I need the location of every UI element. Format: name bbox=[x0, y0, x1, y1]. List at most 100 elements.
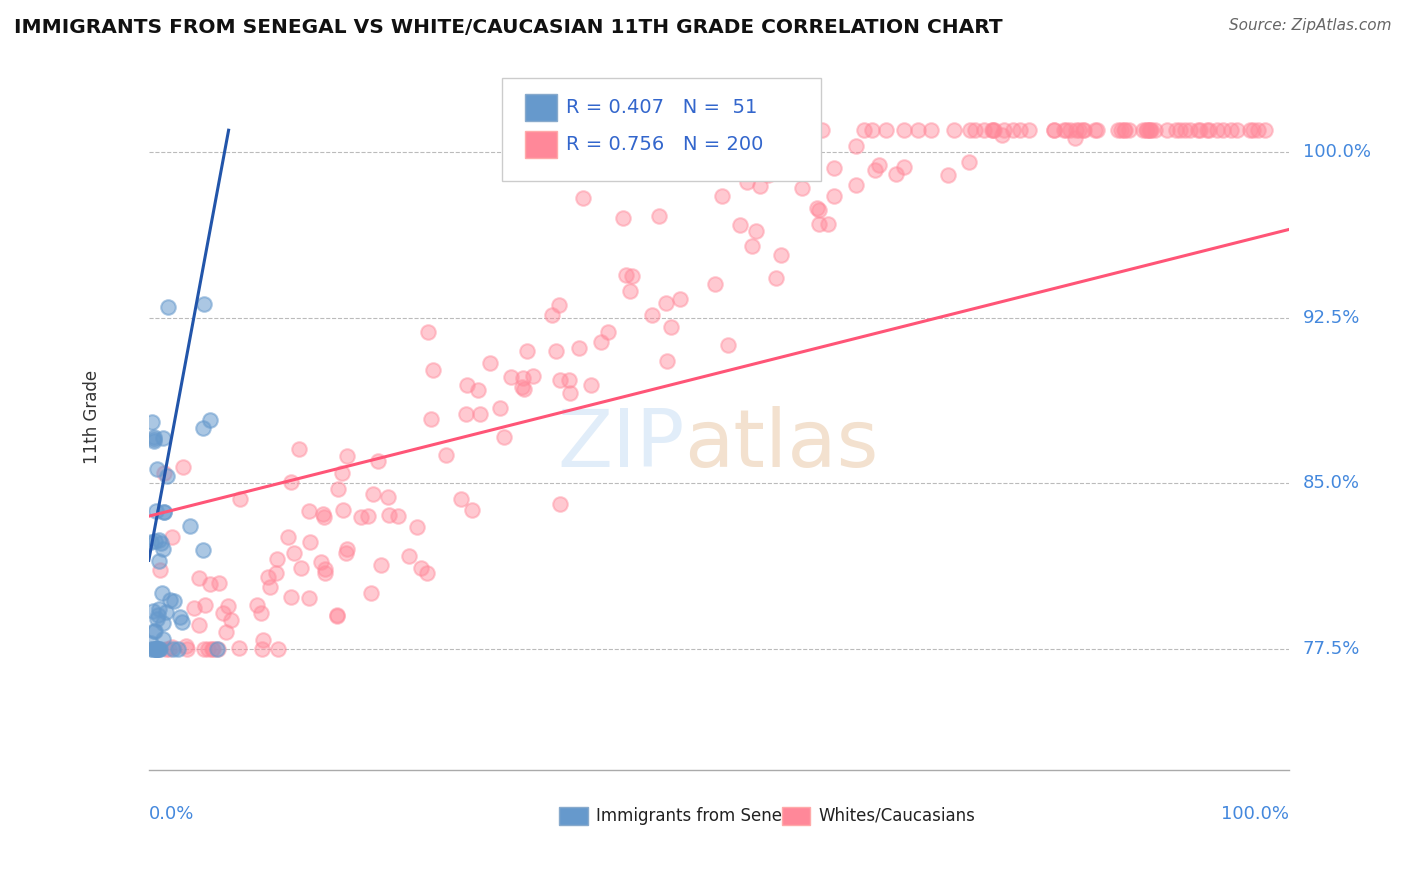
Point bbox=[156, 469, 179, 483]
Point bbox=[153, 505, 176, 519]
Point bbox=[589, 334, 612, 349]
Point bbox=[264, 566, 287, 580]
Point bbox=[193, 641, 215, 656]
Point bbox=[335, 546, 357, 560]
Point bbox=[619, 284, 641, 298]
Point bbox=[201, 641, 224, 656]
Point bbox=[1064, 123, 1087, 137]
Point bbox=[980, 123, 1002, 137]
Point bbox=[1166, 123, 1188, 137]
Point bbox=[655, 296, 678, 310]
Point bbox=[326, 609, 349, 624]
Point bbox=[648, 209, 671, 223]
Point bbox=[188, 571, 211, 585]
Point bbox=[717, 337, 740, 351]
Point bbox=[661, 319, 683, 334]
Point bbox=[152, 506, 174, 520]
Point bbox=[202, 641, 225, 656]
Point bbox=[155, 605, 177, 619]
Bar bbox=[560, 807, 588, 825]
Point bbox=[406, 520, 429, 534]
Point bbox=[160, 530, 183, 544]
Point bbox=[141, 641, 163, 656]
Point bbox=[1018, 123, 1040, 137]
Point bbox=[148, 554, 170, 568]
Point bbox=[548, 497, 571, 511]
Point bbox=[228, 640, 250, 655]
Point bbox=[614, 268, 637, 282]
Point bbox=[194, 599, 217, 613]
Point bbox=[143, 430, 166, 444]
Point bbox=[198, 413, 221, 427]
Point bbox=[160, 640, 183, 654]
Point bbox=[174, 640, 197, 654]
Text: Whites/Caucasians: Whites/Caucasians bbox=[818, 806, 974, 825]
Point bbox=[157, 300, 180, 314]
Point bbox=[361, 487, 384, 501]
Point bbox=[152, 542, 174, 557]
Point bbox=[1042, 123, 1064, 137]
Point bbox=[1198, 123, 1220, 137]
Point bbox=[1052, 123, 1074, 137]
Point bbox=[560, 385, 582, 400]
Point bbox=[492, 430, 515, 444]
Text: R = 0.756   N = 200: R = 0.756 N = 200 bbox=[567, 135, 763, 154]
Point bbox=[907, 123, 929, 137]
Point bbox=[143, 641, 166, 656]
Point bbox=[993, 123, 1015, 137]
Point bbox=[548, 298, 571, 312]
Point bbox=[188, 618, 211, 632]
Point bbox=[1254, 123, 1277, 137]
Point bbox=[420, 412, 443, 426]
Point bbox=[512, 370, 534, 384]
Point bbox=[875, 123, 897, 137]
Point bbox=[823, 161, 845, 175]
Point bbox=[314, 562, 336, 576]
Point bbox=[290, 561, 312, 575]
Point bbox=[728, 153, 751, 168]
Point bbox=[146, 641, 169, 656]
Point bbox=[172, 615, 194, 630]
Point bbox=[983, 123, 1005, 137]
Point bbox=[336, 541, 359, 556]
Point bbox=[212, 607, 235, 621]
Point bbox=[298, 591, 321, 606]
Point bbox=[360, 586, 382, 600]
Bar bbox=[782, 807, 810, 825]
Point bbox=[367, 454, 389, 468]
Point bbox=[326, 608, 349, 623]
Point bbox=[991, 128, 1014, 142]
Point bbox=[1071, 123, 1094, 137]
Point bbox=[884, 167, 907, 181]
Point bbox=[1212, 123, 1234, 137]
Point bbox=[434, 448, 457, 462]
Point bbox=[145, 641, 167, 656]
Point bbox=[277, 530, 299, 544]
Point bbox=[1243, 123, 1265, 137]
Point bbox=[598, 325, 620, 339]
Point bbox=[1114, 123, 1136, 137]
Point bbox=[1189, 123, 1212, 137]
Point bbox=[370, 558, 392, 572]
Point bbox=[312, 510, 335, 524]
Point bbox=[142, 434, 165, 448]
Point bbox=[283, 546, 305, 560]
Point bbox=[510, 380, 533, 394]
Point bbox=[250, 606, 273, 620]
Point bbox=[467, 383, 489, 397]
Point bbox=[893, 160, 915, 174]
Point bbox=[478, 355, 501, 369]
Point bbox=[357, 509, 380, 524]
Point bbox=[1156, 123, 1178, 137]
Point bbox=[280, 475, 302, 489]
Point bbox=[920, 123, 942, 137]
Point bbox=[143, 624, 166, 638]
Point bbox=[229, 492, 252, 507]
Point bbox=[541, 309, 564, 323]
Point bbox=[657, 354, 679, 368]
Point bbox=[516, 344, 538, 359]
Point bbox=[336, 450, 359, 464]
Point bbox=[1247, 123, 1270, 137]
Point bbox=[522, 369, 544, 384]
Point bbox=[416, 326, 439, 340]
